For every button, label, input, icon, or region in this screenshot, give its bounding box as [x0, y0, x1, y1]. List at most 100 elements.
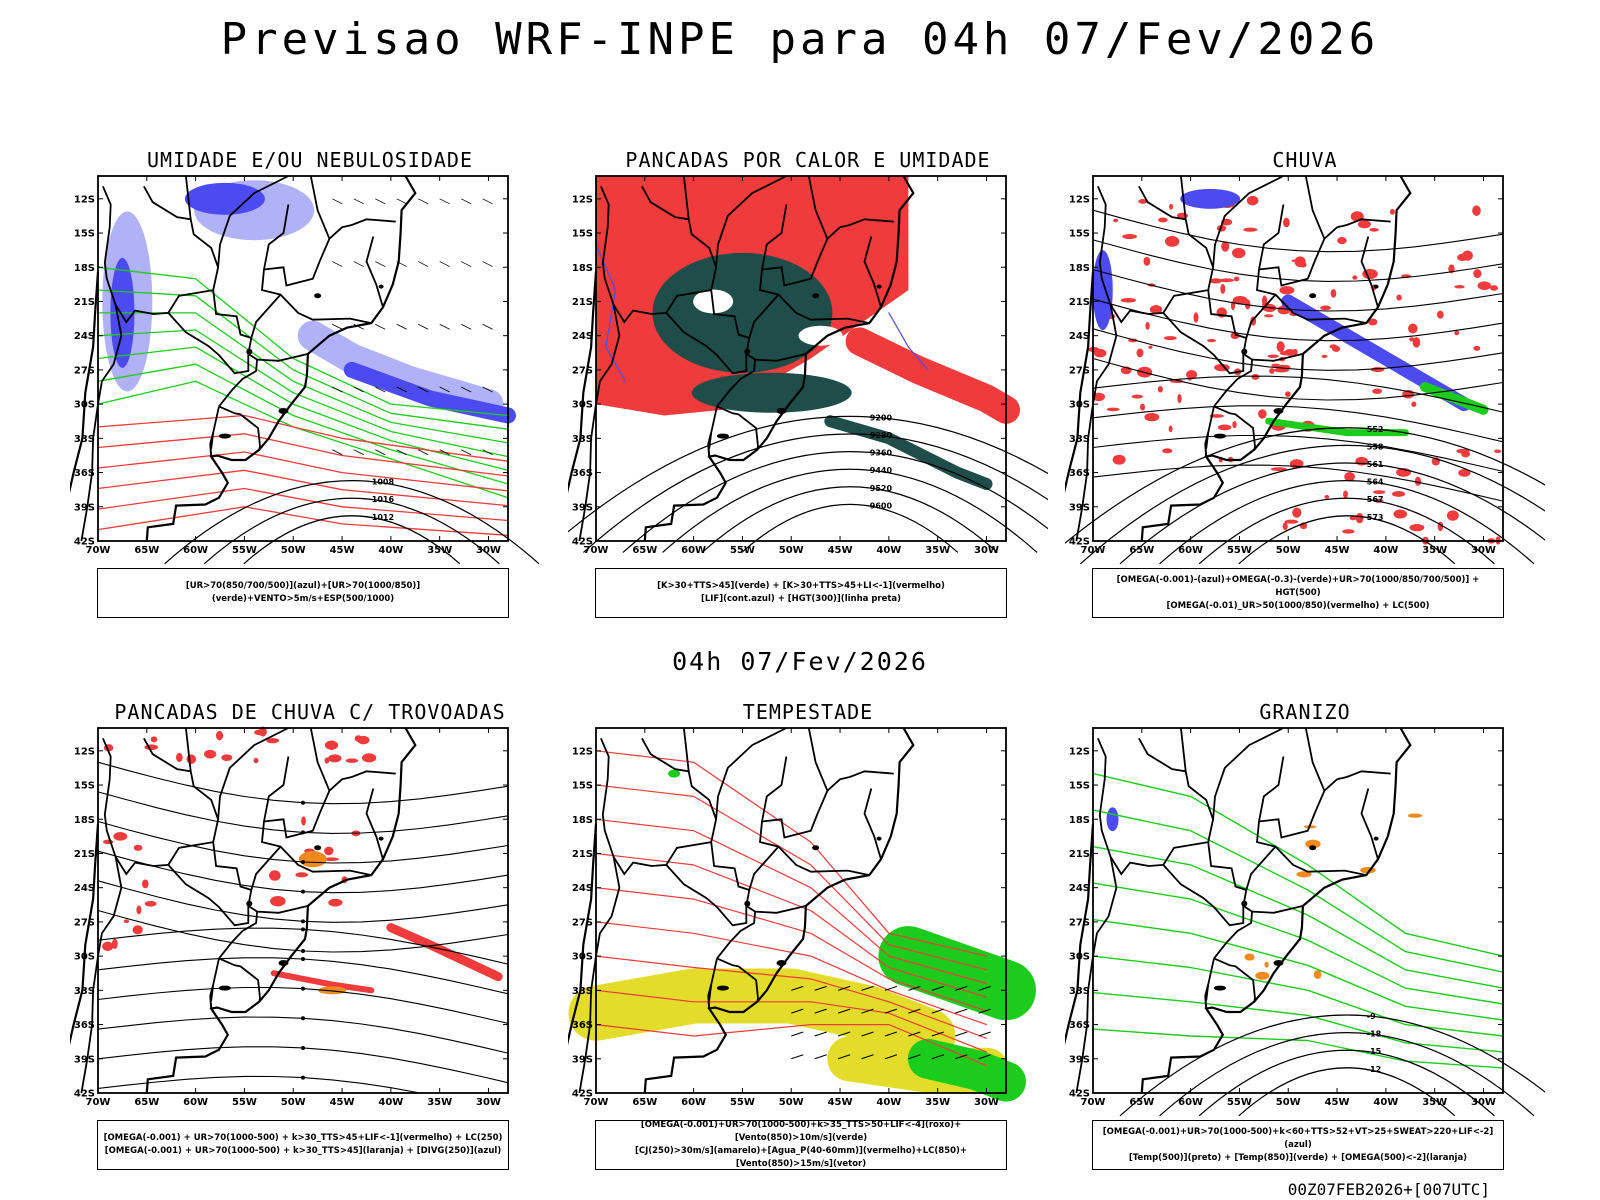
country-border	[748, 846, 780, 891]
lat-label: 18S	[572, 815, 593, 826]
country-border	[826, 218, 894, 240]
country-border	[262, 727, 331, 839]
rh-contour	[97, 266, 509, 417]
wind-vector	[353, 198, 364, 205]
reservoir	[314, 293, 322, 299]
precipitable-water-contour	[595, 921, 988, 1026]
wind-vector	[396, 323, 407, 330]
lon-label: 50W	[779, 545, 804, 556]
panel-chuva: CHUVA 573 567 564 561 558 552 12S 15S 18S 21S 24S 2…	[1065, 148, 1545, 648]
lon-label: 65W	[632, 1097, 657, 1108]
country-border	[217, 175, 289, 268]
country-border	[1256, 821, 1367, 876]
precipitable-water-contour	[595, 750, 988, 957]
lon-label: 70W	[86, 1097, 111, 1108]
boundaries	[70, 175, 417, 542]
lon-label: 40W	[1373, 545, 1398, 556]
country-border	[748, 294, 780, 339]
wind-vector	[978, 985, 991, 991]
wind-vector	[955, 1008, 968, 1014]
coastline-east	[145, 175, 417, 542]
lon-label: 55W	[730, 1097, 755, 1108]
map-background	[1093, 176, 1503, 541]
precip-spot	[1143, 256, 1151, 266]
reservoir	[1309, 845, 1317, 851]
wind-vector	[955, 1054, 968, 1060]
lat-label: 12S	[572, 194, 593, 205]
reservoir	[314, 845, 322, 851]
strong-omega	[1265, 417, 1409, 437]
reservoir	[246, 900, 253, 907]
precip-spot	[1136, 348, 1144, 358]
thickness-contour	[97, 414, 509, 462]
wind-vector	[978, 1031, 991, 1037]
wind-vector	[884, 1054, 898, 1060]
lat-label: 24S	[74, 331, 95, 342]
wind-vector	[861, 985, 874, 991]
precip-spot	[215, 730, 224, 741]
wind-vector	[460, 449, 472, 456]
contour-label: 9520	[870, 484, 893, 493]
contour-label: 1012	[372, 513, 394, 522]
contour-line	[1159, 1032, 1535, 1117]
precip-spot	[136, 905, 142, 915]
rh-contour	[97, 289, 509, 430]
precip-spot	[295, 872, 309, 878]
wind-vector	[332, 386, 343, 393]
contours: 573 567 564 561 558 552	[1065, 209, 1545, 565]
legend-line: [OMEGA(-0.01)_UR>50(1000/850)(vermelho) …	[1166, 600, 1430, 611]
precip-spot	[1165, 236, 1180, 247]
country-border	[1252, 353, 1304, 362]
lagoa-dos-patos	[1273, 407, 1284, 414]
precip-spot	[1411, 401, 1417, 407]
precip-spot	[323, 857, 339, 862]
precip-spot	[1490, 285, 1499, 291]
wind-vector	[332, 323, 343, 330]
wind-vector	[482, 449, 493, 456]
lon-label: 70W	[1081, 545, 1106, 556]
lon-label: 50W	[281, 545, 306, 556]
country-border	[1245, 294, 1277, 339]
country-border	[210, 958, 220, 1001]
lon-label: 65W	[632, 545, 657, 556]
precip-spot	[111, 938, 118, 950]
reservoir	[1241, 348, 1248, 355]
country-border	[1360, 788, 1379, 860]
precip-spot	[1209, 414, 1224, 418]
lat-label: 21S	[572, 849, 593, 860]
precip-spot	[204, 749, 217, 759]
wind-vector	[460, 261, 472, 267]
country-border	[1212, 175, 1284, 268]
lon-label: 50W	[779, 1097, 804, 1108]
wind-vector	[861, 1031, 874, 1037]
lake-mirim	[716, 985, 729, 991]
country-border	[665, 841, 751, 927]
storm-fields	[102, 726, 503, 995]
boundaries	[568, 727, 915, 1094]
wind-vector	[908, 985, 921, 991]
country-border	[755, 905, 807, 914]
precip-spot	[1372, 388, 1383, 394]
country-border	[716, 905, 757, 959]
country-border	[755, 353, 807, 362]
lon-label: 55W	[1227, 1097, 1252, 1108]
country-border	[257, 353, 309, 362]
lagoa-dos-patos	[776, 959, 787, 966]
reservoir	[876, 284, 882, 289]
streamline	[1092, 375, 1504, 413]
boundaries	[70, 727, 417, 1094]
wind-vector	[482, 386, 493, 393]
country-border	[1323, 770, 1391, 792]
precip-spot	[1349, 515, 1357, 521]
precip-spot	[1284, 519, 1299, 524]
wind-vector	[460, 198, 472, 205]
wind-vector	[814, 1054, 827, 1060]
lon-label: 65W	[1129, 545, 1154, 556]
precip-spot	[141, 879, 149, 889]
precip-spot	[1407, 813, 1423, 818]
lat-label: 24S	[74, 883, 95, 894]
lon-label: 50W	[1276, 1097, 1301, 1108]
country-border	[716, 353, 757, 407]
country-border	[715, 727, 787, 820]
